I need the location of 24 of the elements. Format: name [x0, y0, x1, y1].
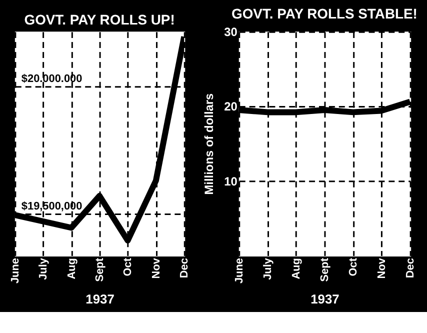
x-tick-label: June — [9, 258, 22, 284]
chart-title: GOVT. PAY ROLLS STABLE! — [232, 6, 418, 22]
x-tick-label: July — [38, 257, 50, 280]
y-axis-title: Millions of dollars — [202, 92, 216, 195]
y-tick-label: 30 — [224, 25, 238, 40]
chart-title: GOVT. PAY ROLLS UP! — [24, 12, 175, 28]
x-axis-title: 1937 — [86, 291, 114, 306]
x-tick-label: June — [233, 258, 246, 284]
x-tick-label: Nov — [376, 257, 388, 279]
x-tick-label: Sept — [94, 258, 106, 282]
x-tick-label: Dec — [404, 258, 417, 278]
x-tick-label: Sept — [318, 258, 331, 282]
x-tick-label: Dec — [178, 258, 191, 278]
y-tick-label: $20.000.000 — [21, 72, 82, 85]
x-tick-label: Oct — [347, 258, 360, 276]
x-tick-label: Aug — [66, 258, 78, 280]
x-tick-label: Nov — [150, 257, 162, 279]
y-tick-label: $19,500,000 — [21, 200, 82, 212]
x-tick-label: Aug — [290, 258, 302, 280]
x-axis-title: 1937 — [310, 291, 340, 306]
y-tick-label: 10 — [224, 174, 238, 188]
y-tick-label: 20 — [224, 100, 238, 114]
x-tick-label: Oct — [122, 258, 134, 276]
x-tick-label: July — [262, 257, 274, 280]
